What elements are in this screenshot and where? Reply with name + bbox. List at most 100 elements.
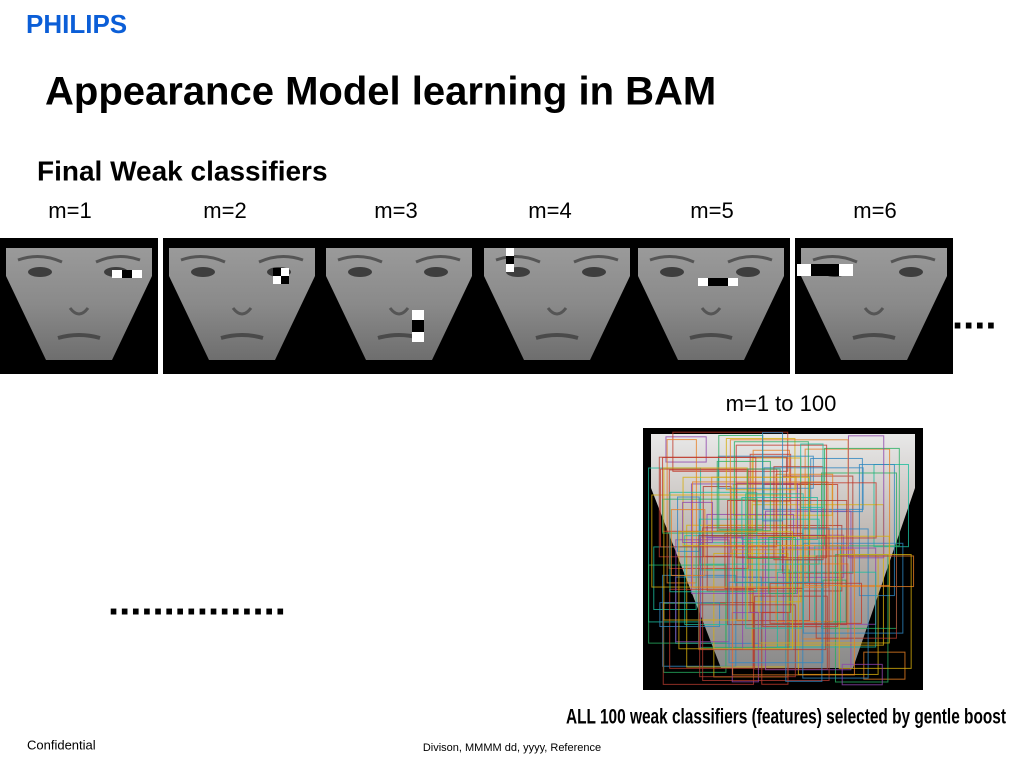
feature-outline [745,493,804,629]
feature-box [112,270,122,278]
classifier-label: m=6 [853,198,896,223]
feature-outline [725,437,796,491]
feature-outline [800,443,824,508]
eye [582,267,606,277]
feature-outline [698,535,827,651]
feature-outline [736,482,811,622]
feature-outline [752,449,790,503]
feature-box [506,248,514,256]
feature-outline [670,509,706,577]
nose [546,307,568,316]
eye [28,267,52,277]
nose [388,307,410,316]
feature-outline [732,549,855,676]
classifier-label: m=1 [48,198,91,223]
feature-box [281,268,289,276]
feature-outline [702,527,830,682]
feature-outline [669,588,754,669]
feature-outline [678,531,794,650]
face-thumbnail [795,238,953,374]
feature-box [122,270,132,278]
classifier-panels: m=1 m=2 m=3 m=4 m=5 m=6 [0,198,953,374]
feature-outline [741,497,818,540]
nose [231,307,253,316]
feature-box [412,320,424,332]
feature-box [281,276,289,284]
slide-title: Appearance Model learning in BAM [45,70,716,114]
composite-caption: ALL 100 weak classifiers (features) sele… [566,706,1006,729]
face-thumbnail [320,238,478,374]
ellipsis: ................ [108,580,286,624]
feature-outline [727,500,848,626]
feature-outline [821,472,898,629]
classifier-label: m=5 [690,198,733,223]
mouth [689,333,733,340]
feature-box [797,264,811,276]
brow [17,255,141,264]
feature-outline [682,501,713,544]
feature-box [132,270,142,278]
feature-outline [729,439,849,547]
feature-outline [692,481,829,588]
logo: PHILIPS [26,9,127,39]
feature-box [506,264,514,272]
eye [348,267,372,277]
feature-outline [768,536,797,594]
feature-box [708,278,728,286]
feature-outline [706,513,795,539]
feature-outline [863,651,906,680]
feature-outline [669,491,758,593]
feature-box [412,332,424,342]
mouth [535,333,579,340]
feature-outline [769,582,863,624]
eye [660,267,684,277]
feature-outline [762,432,784,522]
face-thumbnail [478,238,636,374]
feature-outline [801,563,849,640]
mouth [57,333,101,340]
mouth [852,333,896,340]
face-thumbnail [0,238,158,374]
feature-outline [677,496,700,552]
feature-outline [815,555,897,639]
section-heading: Final Weak classifiers [37,155,328,186]
feature-outline [838,554,912,669]
classifier-label: m=2 [203,198,246,223]
feature-outline [804,448,891,586]
feature-outline [716,460,771,532]
feature-outline [665,436,707,463]
feature-box [412,310,424,320]
feature-box [728,278,738,286]
feature-box [839,264,853,276]
feature-outline [746,468,781,559]
brow [180,255,304,264]
composite-group [643,428,923,690]
eye [899,267,923,277]
feature-outline [659,602,721,628]
eye [424,267,448,277]
face-thumbnail [163,238,321,374]
eye [191,267,215,277]
feature-outline [758,535,890,644]
brow [649,255,773,264]
brow [812,255,936,264]
feature-box [811,264,839,276]
nose [700,307,722,316]
footer-center: Divison, MMMM dd, yyyy, Reference [423,742,601,754]
ellipsis: .... [952,294,996,338]
feature-box [698,278,708,286]
mouth [220,333,264,340]
feature-outline [662,498,758,534]
eye [736,267,760,277]
feature-outline [659,468,778,548]
composite-label: m=1 to 100 [726,391,837,416]
feature-outline [735,444,828,559]
feature-outline [763,467,864,510]
feature-box [273,276,281,284]
feature-outline [648,564,727,644]
feature-outline [824,447,900,547]
classifier-label: m=3 [374,198,417,223]
nose [68,307,90,316]
feature-outline [754,595,828,670]
